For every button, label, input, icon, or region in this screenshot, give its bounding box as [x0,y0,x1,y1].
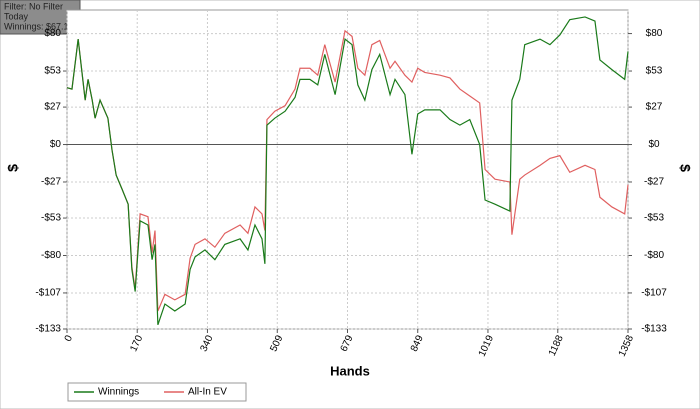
y-tick-label: $80 [44,28,61,39]
y2-tick-label: -$80 [644,250,664,261]
y2-tick-label: -$133 [641,324,667,335]
plot-area [66,9,629,330]
x-axis-title: Hands [330,363,370,378]
y2-tick-label: -$107 [641,288,667,299]
y-tick-label: $0 [50,139,62,150]
y2-tick-label: $53 [646,66,663,77]
y2-tick-label: $0 [648,139,660,150]
y-tick-label: -$27 [41,177,61,188]
y2-axis-title: $ [677,164,693,172]
y-tick-label: -$133 [35,324,61,335]
y2-tick-label: -$53 [644,213,664,224]
y-axis-title: $ [5,164,21,172]
info-winnings: Winnings: $67.12 [4,21,74,31]
y-tick-label: -$80 [41,250,61,261]
y-tick-label: $27 [44,102,61,113]
legend-label: Winnings [98,387,139,398]
series-line [66,16,629,326]
legend-label: All-In EV [188,387,227,398]
y2-tick-label: -$27 [644,177,664,188]
y2-tick-label: $80 [646,28,663,39]
y-tick-label: $53 [44,66,61,77]
y-tick-label: -$53 [41,213,61,224]
info-filter: Filter: No Filter [4,1,63,11]
info-period: Today [4,11,29,21]
x-tick-label: 0 [63,333,76,343]
y2-tick-label: $27 [646,102,663,113]
legend-box [67,382,247,402]
y-tick-label: -$107 [35,288,61,299]
